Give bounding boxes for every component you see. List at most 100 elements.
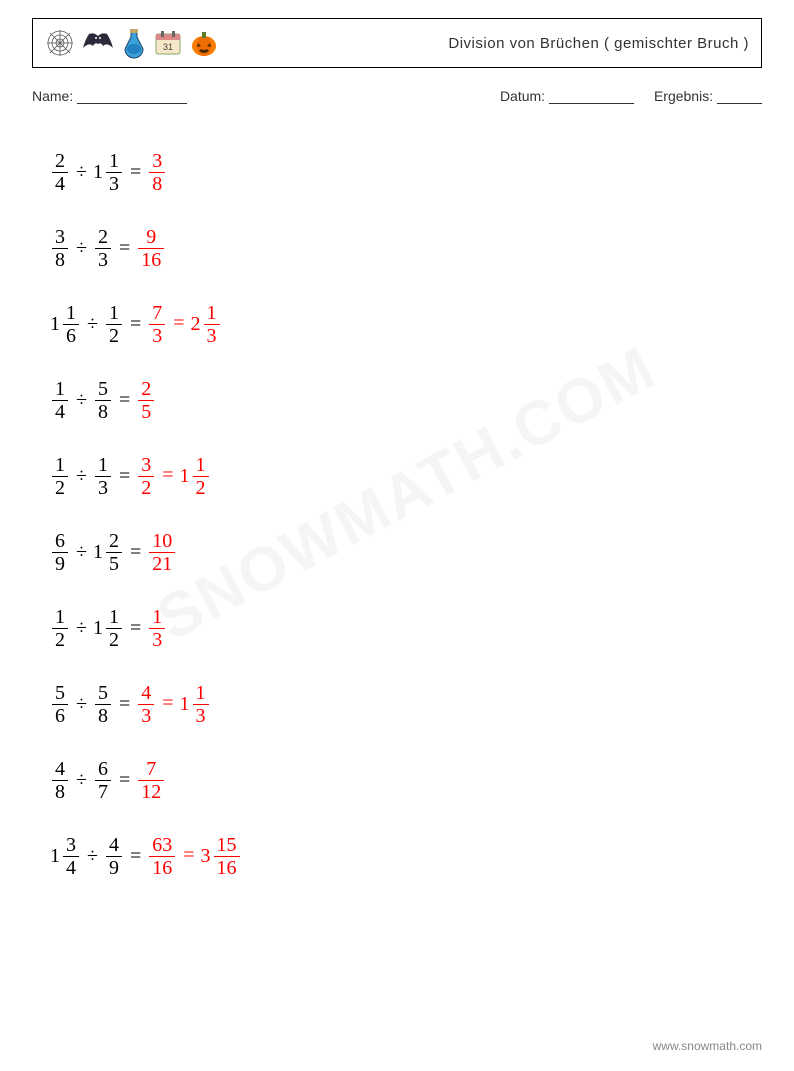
- result-label: Ergebnis:: [654, 88, 713, 104]
- divide-op: ÷: [76, 237, 87, 260]
- mixed-fraction: 113: [93, 151, 124, 194]
- spiderweb-icon: [45, 28, 75, 58]
- problem-row: 24÷113=38: [50, 134, 794, 210]
- fraction: 58: [95, 683, 111, 726]
- problem-row: 69÷125=1021: [50, 514, 794, 590]
- name-blank: [77, 89, 187, 104]
- mixed-fraction: 116: [50, 303, 81, 346]
- mixed-fraction: 125: [93, 531, 124, 574]
- fraction: 73: [149, 303, 165, 346]
- problem-row: 12 ÷ 112 = 13: [50, 590, 794, 666]
- fraction: 712: [138, 759, 164, 802]
- fraction: 38: [149, 151, 165, 194]
- answer: 32 = 112: [136, 455, 210, 498]
- problem-row: 14÷58=25: [50, 362, 794, 438]
- fraction: 23: [95, 227, 111, 270]
- mixed-fraction: 134: [50, 835, 81, 878]
- result-blank: [717, 89, 762, 104]
- svg-text:31: 31: [163, 42, 173, 52]
- fraction: 13: [106, 151, 122, 194]
- footer-url: www.snowmath.com: [653, 1039, 762, 1053]
- mixed-fraction: 213: [191, 303, 222, 346]
- fraction: 58: [95, 379, 111, 422]
- whole-part: 1: [50, 845, 60, 868]
- potion-icon: [121, 27, 147, 59]
- bat-icon: [81, 28, 115, 58]
- name-label: Name:: [32, 88, 73, 104]
- calendar-icon: 31: [153, 28, 183, 58]
- answer: 13: [147, 607, 167, 650]
- divide-op: ÷: [87, 313, 98, 336]
- fraction: 12: [106, 607, 122, 650]
- whole-part: 1: [93, 541, 103, 564]
- answer: 43 = 113: [136, 683, 210, 726]
- equals-op: =: [119, 389, 130, 412]
- fraction: 6316: [149, 835, 175, 878]
- fraction: 32: [138, 455, 154, 498]
- fraction: 16: [63, 303, 79, 346]
- answer: 38: [147, 151, 167, 194]
- equals-op: =: [130, 845, 141, 868]
- equals-op: =: [119, 693, 130, 716]
- fraction: 916: [138, 227, 164, 270]
- mixed-fraction: 112: [180, 455, 211, 498]
- fraction: 25: [138, 379, 154, 422]
- divide-op: ÷: [76, 693, 87, 716]
- whole-part: 3: [201, 845, 211, 868]
- equals-op: =: [130, 617, 141, 640]
- equals-op: =: [119, 769, 130, 792]
- fraction: 43: [138, 683, 154, 726]
- whole-part: 1: [180, 465, 190, 488]
- answer: 712: [136, 759, 166, 802]
- fraction: 67: [95, 759, 111, 802]
- whole-part: 1: [50, 313, 60, 336]
- fraction: 13: [149, 607, 165, 650]
- answer: 73 = 213: [147, 303, 221, 346]
- fraction: 56: [52, 683, 68, 726]
- equals-op: =: [130, 541, 141, 564]
- divide-op: ÷: [76, 769, 87, 792]
- problems-list: 24÷113=3838÷23=916116÷12=73=21314÷58=251…: [50, 134, 794, 894]
- header-box: 31 Division von Brüchen ( gemischter Bru…: [32, 18, 762, 68]
- answer: 916: [136, 227, 166, 270]
- header-icons: 31: [45, 27, 219, 59]
- equals-op: =: [130, 161, 141, 184]
- equals-op: =: [119, 465, 130, 488]
- equals-op: =: [173, 312, 184, 334]
- whole-part: 2: [191, 313, 201, 336]
- equals-op: =: [130, 313, 141, 336]
- date-label: Datum:: [500, 88, 545, 104]
- equals-op: =: [162, 692, 173, 714]
- divide-op: ÷: [87, 845, 98, 868]
- whole-part: 1: [93, 161, 103, 184]
- divide-op: ÷: [76, 161, 87, 184]
- problem-row: 38 ÷ 23 = 916: [50, 210, 794, 286]
- fraction: 38: [52, 227, 68, 270]
- fraction: 1516: [214, 835, 240, 878]
- answer: 1021: [147, 531, 177, 574]
- problem-row: 134÷49=6316=31516: [50, 818, 794, 894]
- info-row: Name: Datum: Ergebnis:: [32, 88, 762, 104]
- fraction: 1021: [149, 531, 175, 574]
- worksheet-title: Division von Brüchen ( gemischter Bruch …: [448, 35, 749, 52]
- equals-op: =: [119, 237, 130, 260]
- fraction: 12: [52, 455, 68, 498]
- fraction: 69: [52, 531, 68, 574]
- mixed-fraction: 112: [93, 607, 124, 650]
- fraction: 34: [63, 835, 79, 878]
- problem-row: 48 ÷ 67 = 712: [50, 742, 794, 818]
- problem-row: 116÷12=73=213: [50, 286, 794, 362]
- answer: 6316 = 31516: [147, 835, 241, 878]
- problem-row: 12÷13=32=112: [50, 438, 794, 514]
- whole-part: 1: [180, 693, 190, 716]
- fraction: 48: [52, 759, 68, 802]
- divide-op: ÷: [76, 389, 87, 412]
- fraction: 12: [193, 455, 209, 498]
- equals-op: =: [162, 464, 173, 486]
- date-blank: [549, 89, 634, 104]
- fraction: 12: [106, 303, 122, 346]
- equals-op: =: [183, 844, 194, 866]
- fraction: 13: [193, 683, 209, 726]
- problem-row: 56 ÷ 58 = 43 = 113: [50, 666, 794, 742]
- divide-op: ÷: [76, 617, 87, 640]
